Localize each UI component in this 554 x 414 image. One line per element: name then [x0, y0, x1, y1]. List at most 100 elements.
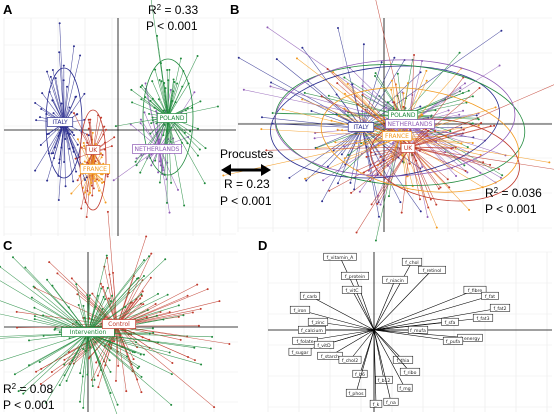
loading-vector: f_ribo: [373, 329, 421, 376]
italy-ellipse: [45, 67, 83, 179]
sample-point: [94, 160, 97, 163]
spider-line: [399, 136, 550, 163]
vector-label: f_carb: [303, 294, 317, 300]
vector-label: f_phos: [349, 391, 365, 397]
sample-point: [196, 283, 199, 286]
spider-line: [104, 325, 118, 366]
sample-point: [157, 171, 160, 174]
sample-point: [355, 142, 358, 145]
sample-point: [97, 162, 100, 165]
sample-point: [193, 91, 196, 94]
sample-point: [435, 226, 438, 229]
vector-label-box: [442, 336, 464, 345]
vector-label-box: [313, 340, 335, 349]
sample-point: [170, 181, 173, 184]
sample-point: [464, 169, 467, 172]
sample-point: [141, 290, 144, 293]
spider-line: [66, 332, 89, 382]
sample-point: [52, 112, 55, 115]
sample-point: [84, 191, 87, 194]
sample-point: [419, 71, 422, 74]
sample-point: [50, 370, 53, 373]
sample-point: [139, 118, 142, 121]
sample-point: [327, 94, 330, 97]
sample-point: [89, 191, 92, 194]
loading-vector: f_protein: [341, 271, 375, 331]
spider-line: [167, 83, 189, 118]
sample-point: [402, 105, 405, 108]
sample-point: [313, 137, 316, 140]
vector-line: [373, 295, 491, 331]
sample-point: [130, 88, 133, 91]
sample-point: [140, 375, 143, 378]
sample-point: [0, 265, 2, 268]
vector-line: [373, 329, 471, 339]
sample-point: [58, 22, 61, 25]
vector-label-box: [338, 355, 362, 364]
loading-vector: f_pufa: [373, 329, 464, 345]
vector-line: [373, 329, 406, 389]
spider-line: [296, 58, 401, 138]
sample-point: [408, 162, 411, 165]
panel-c-p-value: P < 0.001: [3, 398, 55, 412]
sample-point: [370, 203, 373, 206]
sample-point: [91, 194, 94, 197]
spider-line: [261, 117, 363, 129]
vector-label: f_iron: [294, 308, 307, 314]
spider-line: [409, 87, 480, 148]
vector-label: f_fat: [485, 294, 495, 300]
sample-point: [400, 211, 403, 214]
vector-label-box: [407, 325, 429, 334]
sample-point: [356, 103, 359, 106]
sample-point: [427, 206, 430, 209]
sample-point: [75, 283, 78, 286]
loading-vector: f_vitC: [341, 285, 375, 331]
sample-point: [199, 100, 202, 103]
sample-point: [100, 287, 103, 290]
spider-line: [87, 332, 142, 378]
sample-point: [170, 126, 173, 129]
sample-point: [78, 400, 81, 403]
spider-line: [55, 78, 65, 124]
sample-point: [139, 85, 142, 88]
vector-line: [354, 275, 375, 331]
sample-point: [146, 309, 149, 312]
spider-line: [167, 116, 199, 156]
sample-point: [335, 93, 338, 96]
sample-point: [149, 276, 152, 279]
sample-point: [203, 182, 206, 185]
vector-label-box: [292, 336, 318, 345]
sample-point: [419, 210, 422, 213]
spider-line: [399, 107, 496, 138]
sample-point: [87, 134, 90, 137]
sample-point: [64, 185, 67, 188]
vector-label-box: [397, 383, 413, 392]
sample-point: [87, 193, 90, 196]
sample-point: [435, 203, 438, 206]
procrustes-r: R = 0.23: [224, 177, 270, 191]
sample-point: [172, 90, 175, 93]
vector-label: f_calcium: [301, 328, 323, 334]
spider-line: [87, 332, 89, 375]
sample-point: [158, 78, 161, 81]
group-label-text: UK: [404, 145, 413, 152]
sample-point: [301, 46, 304, 49]
sample-point: [135, 157, 138, 160]
sample-point: [154, 68, 157, 71]
vector-label: f_fat3: [476, 316, 489, 322]
sample-point: [105, 128, 108, 131]
sample-point: [72, 112, 75, 115]
sample-point: [458, 113, 461, 116]
vector-label: f_na: [386, 400, 396, 406]
sample-point: [102, 181, 105, 184]
spider-line: [337, 127, 363, 184]
spider-line: [407, 123, 457, 177]
vector-label-box: [383, 397, 399, 406]
panel-a-stats: R2 = 0.33 P < 0.001: [146, 3, 198, 33]
sample-point: [28, 364, 31, 367]
sample-point: [402, 92, 405, 95]
sample-point: [374, 72, 377, 75]
sample-point: [187, 136, 190, 139]
sample-point: [82, 142, 85, 145]
spider-line: [49, 261, 118, 327]
